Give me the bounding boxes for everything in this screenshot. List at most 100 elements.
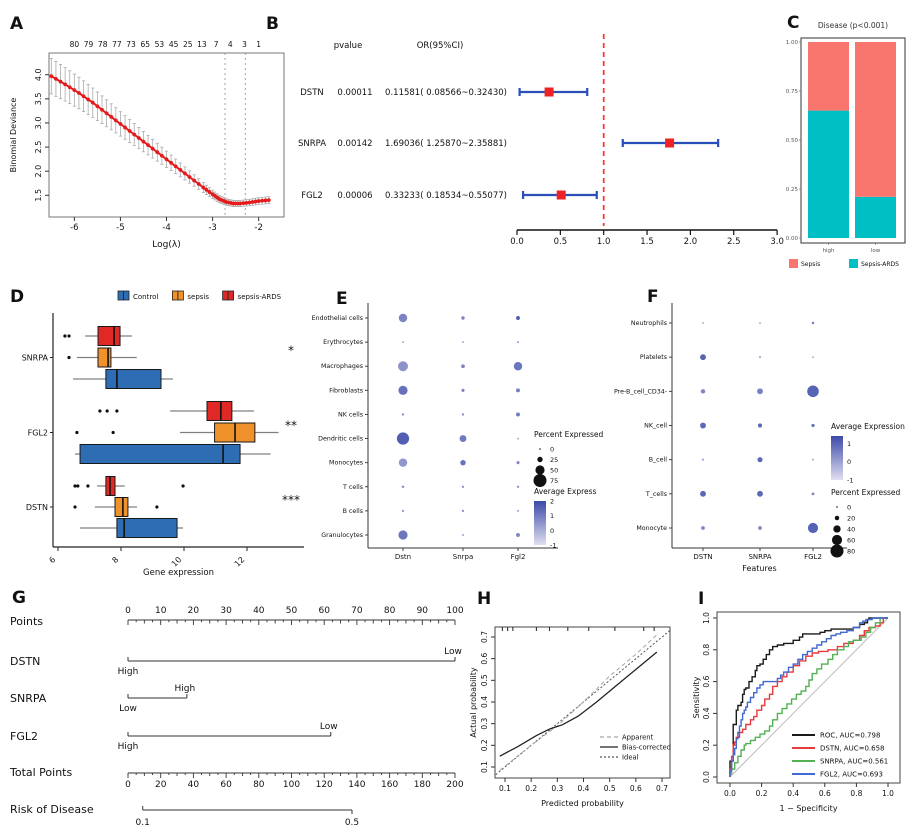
- svg-text:10: 10: [170, 555, 184, 569]
- svg-text:0.7: 0.7: [480, 631, 489, 643]
- svg-text:Sepsis: Sepsis: [801, 261, 820, 268]
- svg-text:1.00: 1.00: [786, 40, 799, 46]
- svg-text:Points: Points: [10, 615, 43, 628]
- svg-text:1: 1: [847, 440, 851, 448]
- svg-text:Sensitivity: Sensitivity: [692, 676, 701, 718]
- svg-text:60: 60: [220, 780, 232, 790]
- svg-text:0: 0: [847, 504, 851, 512]
- panel-c-label: C: [787, 13, 800, 33]
- svg-text:4.0: 4.0: [34, 68, 43, 81]
- panel-h-label: H: [477, 589, 492, 609]
- svg-text:3.0: 3.0: [34, 117, 43, 130]
- svg-text:0.25: 0.25: [786, 187, 799, 193]
- svg-text:Platelets: Platelets: [640, 354, 667, 361]
- svg-text:25: 25: [550, 456, 558, 464]
- panel-d-gene-expression-boxplot: Control sepsis sepsis-ARDS SNRPA * FGL2 ** DSTN…: [22, 290, 304, 578]
- svg-text:80: 80: [70, 40, 80, 49]
- svg-text:Average Expression: Average Expression: [831, 422, 905, 431]
- svg-text:1.0: 1.0: [882, 789, 894, 798]
- svg-text:sepsis-ARDS: sepsis-ARDS: [238, 293, 282, 301]
- svg-text:0: 0: [125, 780, 131, 790]
- svg-text:0.3: 0.3: [551, 784, 563, 793]
- svg-text:Macrophages: Macrophages: [321, 363, 363, 370]
- svg-text:1 − Specificity: 1 − Specificity: [779, 804, 837, 813]
- svg-text:0.00006: 0.00006: [337, 191, 372, 201]
- svg-text:SNRPA, AUC=0.561: SNRPA, AUC=0.561: [820, 758, 888, 766]
- svg-text:*: *: [288, 344, 294, 358]
- svg-text:DSTN: DSTN: [26, 503, 48, 512]
- svg-text:0.00: 0.00: [786, 236, 799, 242]
- panel-e-celltype-dotplot: Endothelial cells Erythrocytes Macrophages…: [312, 303, 604, 561]
- svg-text:DSTN, AUC=0.658: DSTN, AUC=0.658: [820, 745, 885, 753]
- svg-text:75: 75: [550, 477, 558, 485]
- svg-text:SNRPA: SNRPA: [22, 354, 49, 363]
- svg-text:0.7: 0.7: [656, 784, 668, 793]
- svg-text:0.1: 0.1: [480, 761, 489, 773]
- svg-text:80: 80: [253, 780, 265, 790]
- svg-text:0: 0: [550, 446, 554, 454]
- svg-text:B cells: B cells: [343, 508, 363, 515]
- svg-text:sepsis: sepsis: [187, 293, 209, 301]
- svg-text:77: 77: [112, 40, 122, 49]
- svg-text:Low: Low: [444, 647, 462, 657]
- svg-text:7: 7: [214, 40, 219, 49]
- svg-text:0.1: 0.1: [499, 784, 511, 793]
- svg-text:0.8: 0.8: [702, 644, 711, 656]
- svg-text:0.6: 0.6: [819, 789, 831, 798]
- svg-text:0.00142: 0.00142: [337, 139, 372, 149]
- svg-text:80: 80: [384, 606, 396, 616]
- svg-text:60: 60: [847, 537, 855, 545]
- svg-text:40: 40: [253, 606, 265, 616]
- svg-text:low: low: [871, 248, 881, 254]
- svg-text:1.0: 1.0: [597, 237, 611, 247]
- svg-text:3.0: 3.0: [770, 237, 784, 247]
- svg-text:***: ***: [282, 493, 300, 507]
- svg-text:OR(95%CI): OR(95%CI): [417, 41, 464, 51]
- panel-b-forest-plot: pvalue OR(95%CI) 0.0 0.5 1.0 1.5 2.0 2.5 3.0 DSTN…: [298, 34, 784, 247]
- panel-a-label: A: [10, 14, 24, 34]
- svg-text:40: 40: [188, 780, 200, 790]
- svg-text:-4: -4: [162, 223, 170, 233]
- svg-text:20: 20: [847, 515, 855, 523]
- panel-c-stacked-bar-chart: Disease (p<0.001) high low 1.00 0.75 0.50 0.25…: [786, 21, 906, 268]
- svg-text:-3: -3: [208, 223, 216, 233]
- svg-text:0.2: 0.2: [480, 739, 489, 751]
- svg-text:T_cells: T_cells: [645, 491, 667, 498]
- svg-text:0.1: 0.1: [136, 818, 150, 828]
- svg-text:High: High: [175, 684, 196, 694]
- svg-text:0.4: 0.4: [578, 784, 590, 793]
- svg-text:0.00011: 0.00011: [337, 88, 372, 98]
- svg-text:Low: Low: [119, 704, 137, 714]
- panel-a-lasso-deviance-plot: 80 79 78 77 73 65 53 45 25 13 7 4 3 1 -6 -5 -4 -3 -2 1.5 2.0…: [9, 40, 285, 250]
- svg-text:SNRPA: SNRPA: [10, 692, 47, 705]
- panel-b-label: B: [266, 14, 279, 34]
- svg-text:Ideal: Ideal: [622, 754, 639, 762]
- svg-text:Risk of Disease: Risk of Disease: [10, 803, 94, 816]
- svg-text:1.0: 1.0: [702, 612, 711, 624]
- svg-text:Monocyte: Monocyte: [636, 525, 667, 532]
- svg-text:0: 0: [125, 606, 131, 616]
- svg-text:0.3: 0.3: [480, 717, 489, 729]
- svg-text:1.69036( 1.25870~2.35881): 1.69036( 1.25870~2.35881): [385, 139, 507, 149]
- svg-text:0.6: 0.6: [480, 652, 489, 664]
- svg-text:FGL2: FGL2: [28, 429, 48, 438]
- svg-text:Erythrocytes: Erythrocytes: [323, 339, 363, 346]
- svg-text:20: 20: [155, 780, 167, 790]
- panel-f-celltype-dotplot: Neutrophils Platelets Pre-B_cell_CD34- NK_c…: [614, 303, 905, 573]
- svg-text:Percent Expressed: Percent Expressed: [534, 430, 604, 439]
- svg-text:0.6: 0.6: [702, 675, 711, 687]
- svg-text:40: 40: [847, 526, 855, 534]
- svg-text:0: 0: [847, 458, 851, 466]
- svg-text:140: 140: [348, 780, 365, 790]
- svg-text:Monocytes: Monocytes: [329, 460, 363, 467]
- svg-text:4: 4: [228, 40, 233, 49]
- panel-g-label: G: [12, 588, 26, 608]
- svg-text:-1: -1: [847, 477, 853, 485]
- svg-text:0.11581( 0.08566~0.32430): 0.11581( 0.08566~0.32430): [385, 88, 507, 98]
- svg-text:FGL2: FGL2: [804, 553, 822, 561]
- svg-text:DSTN: DSTN: [693, 553, 712, 561]
- svg-text:0: 0: [550, 527, 554, 535]
- svg-text:0.75: 0.75: [786, 89, 799, 95]
- svg-text:0.0: 0.0: [510, 237, 524, 247]
